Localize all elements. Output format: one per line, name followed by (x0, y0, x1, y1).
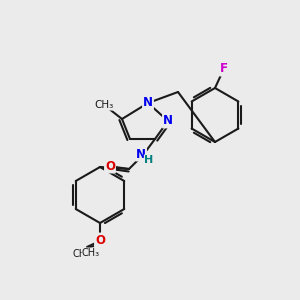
Text: CH₃: CH₃ (73, 249, 91, 259)
Text: O: O (105, 160, 115, 172)
Text: CH₃: CH₃ (82, 248, 100, 258)
Text: CH₃: CH₃ (94, 100, 114, 110)
Text: F: F (220, 62, 228, 76)
Text: H: H (144, 155, 154, 165)
Text: N: N (136, 148, 146, 160)
Text: O: O (95, 233, 105, 247)
Text: N: N (163, 115, 173, 128)
Text: N: N (143, 97, 153, 110)
